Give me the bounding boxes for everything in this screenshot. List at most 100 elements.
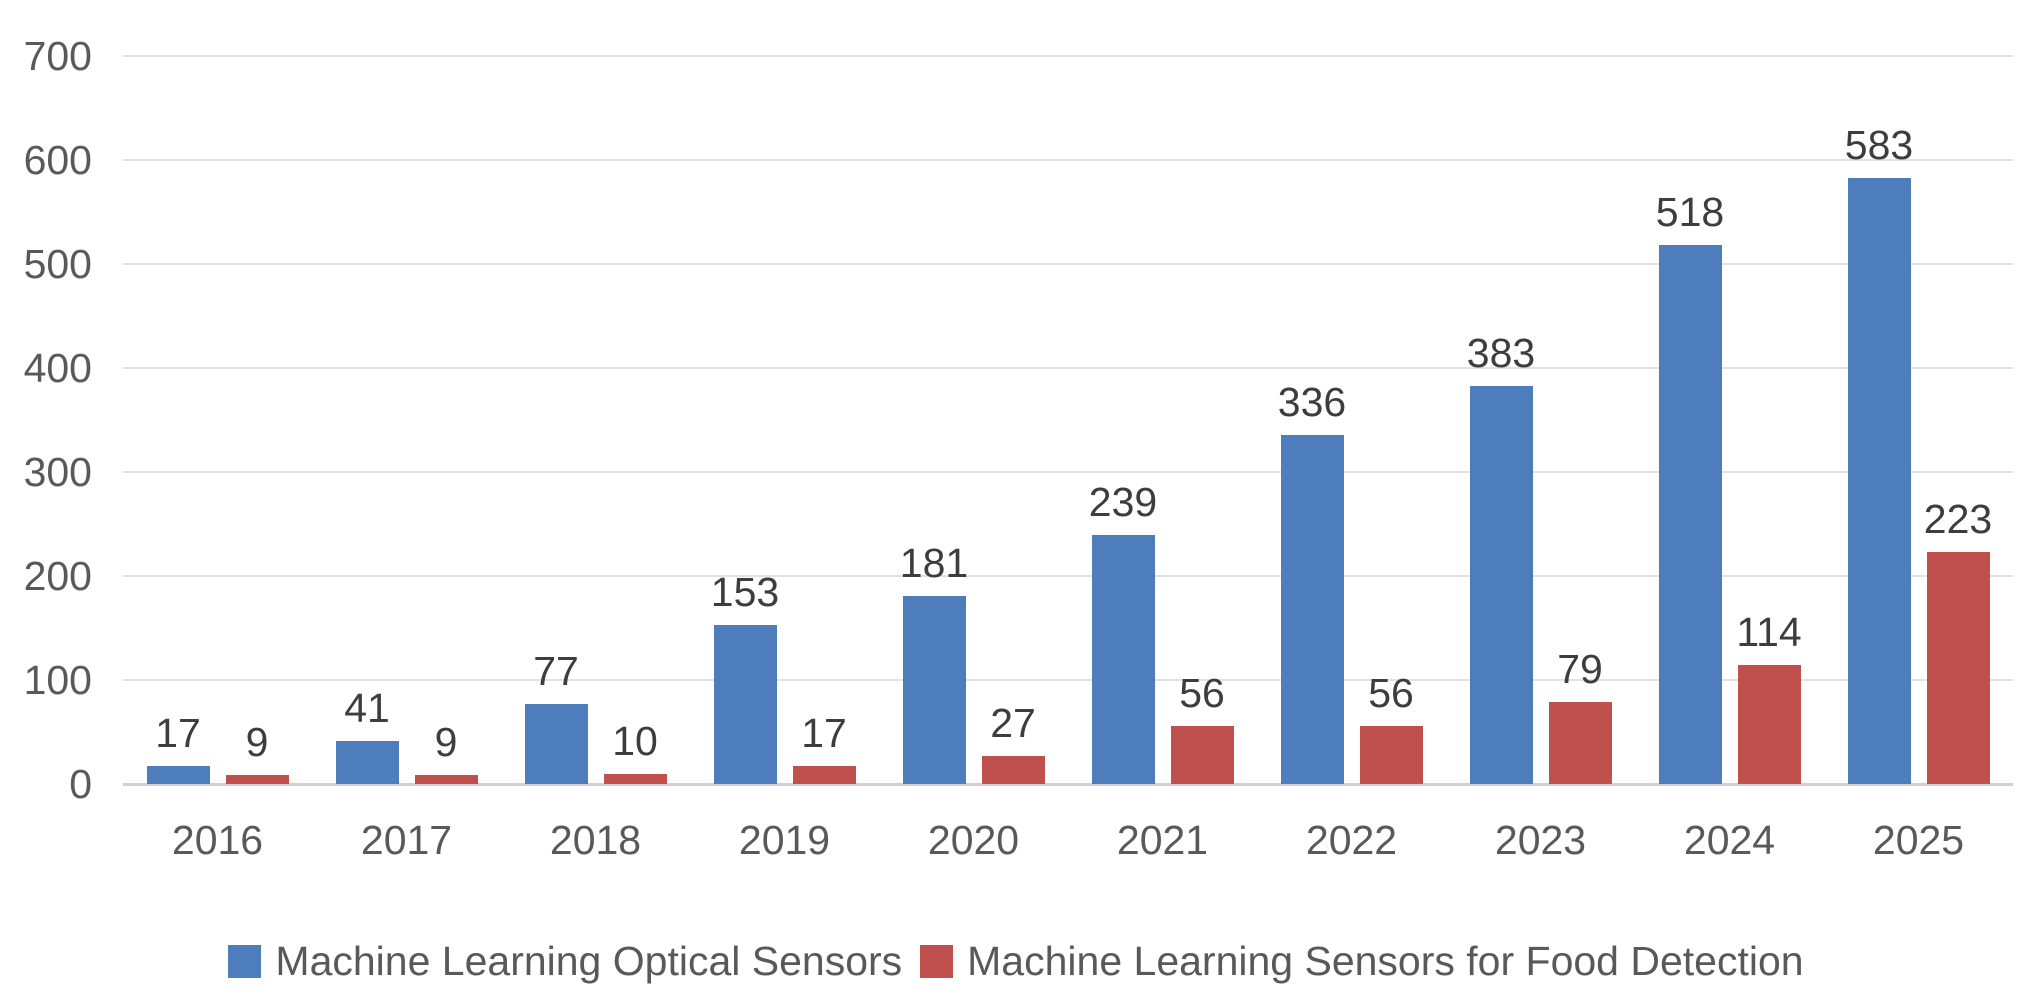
bar-food-2025 <box>1926 552 1990 784</box>
bar-label-food-2025: 223 <box>1923 496 1993 543</box>
x-tick-2020: 2020 <box>927 817 1020 863</box>
bar-group-2017: 41 9 <box>312 56 501 784</box>
bar-food-2020 <box>981 755 1045 784</box>
bar-optical-2024 <box>1658 245 1722 784</box>
bar-column-food-2024: 114 <box>1736 609 1802 784</box>
bar-food-2023 <box>1548 701 1612 784</box>
bar-food-2021 <box>1170 725 1234 784</box>
legend: Machine Learning Optical Sensors Machine … <box>0 930 2032 992</box>
legend-item-food: Machine Learning Sensors for Food Detect… <box>920 936 1804 986</box>
bar-label-food-2020: 27 <box>990 699 1036 746</box>
y-tick-label-300: 300 <box>23 449 92 495</box>
bar-column-food-2017: 9 <box>414 718 478 784</box>
bar-column-optical-2025: 583 <box>1844 121 1914 784</box>
x-tick-2019: 2019 <box>738 817 831 863</box>
bar-label-optical-2024: 518 <box>1655 189 1725 236</box>
bar-food-2016 <box>225 774 289 784</box>
x-tick-2021: 2021 <box>1116 817 1209 863</box>
bar-column-optical-2019: 153 <box>710 568 780 784</box>
bar-group-2022: 336 56 <box>1257 56 1446 784</box>
y-tick-label-700: 700 <box>23 33 92 79</box>
plot-area: 17 9 41 9 77 10 153 17 181 27 239 56 336 56 383 79 518 11… <box>123 55 2013 786</box>
gridline-0 <box>123 783 2013 786</box>
bar-label-optical-2019: 153 <box>710 568 780 615</box>
gridline-200 <box>123 575 2013 577</box>
x-tick-2024: 2024 <box>1683 817 1776 863</box>
bar-optical-2025 <box>1847 177 1911 784</box>
bar-column-food-2020: 27 <box>981 699 1045 784</box>
x-tick-2025: 2025 <box>1872 817 1965 863</box>
bar-group-2018: 77 10 <box>501 56 690 784</box>
bar-column-optical-2018: 77 <box>524 647 588 784</box>
bar-label-optical-2021: 239 <box>1088 479 1158 526</box>
x-tick-2022: 2022 <box>1305 817 1398 863</box>
bar-group-2019: 153 17 <box>690 56 879 784</box>
bar-group-2020: 181 27 <box>879 56 1068 784</box>
legend-swatch-food <box>920 944 954 978</box>
bar-group-2016: 17 9 <box>123 56 312 784</box>
bars-layer: 17 9 41 9 77 10 153 17 181 27 239 56 336 56 383 79 518 11… <box>123 56 2013 784</box>
bar-column-optical-2021: 239 <box>1088 479 1158 784</box>
legend-label-food: Machine Learning Sensors for Food Detect… <box>967 938 1804 984</box>
bar-food-2019 <box>792 766 856 784</box>
bar-food-2018 <box>603 773 667 784</box>
bar-optical-2017 <box>335 741 399 784</box>
bar-label-food-2024: 114 <box>1736 609 1802 656</box>
x-tick-2017: 2017 <box>360 817 453 863</box>
bar-label-optical-2025: 583 <box>1844 121 1914 168</box>
gridline-100 <box>123 679 2013 681</box>
bar-label-optical-2020: 181 <box>899 539 969 586</box>
bar-column-food-2023: 79 <box>1548 645 1612 784</box>
bar-label-optical-2023: 383 <box>1466 329 1536 376</box>
bar-label-food-2019: 17 <box>801 710 847 757</box>
gridline-500 <box>123 263 2013 265</box>
bar-optical-2022 <box>1280 434 1344 784</box>
x-tick-2018: 2018 <box>549 817 642 863</box>
gridline-300 <box>123 471 2013 473</box>
bar-group-2021: 239 56 <box>1068 56 1257 784</box>
bar-optical-2023 <box>1469 385 1533 784</box>
bar-column-food-2019: 17 <box>792 710 856 784</box>
bar-column-optical-2022: 336 <box>1277 378 1347 784</box>
gridline-400 <box>123 367 2013 369</box>
bar-column-optical-2023: 383 <box>1466 329 1536 784</box>
bar-food-2022 <box>1359 725 1423 784</box>
y-tick-label-600: 600 <box>23 137 92 183</box>
bar-label-optical-2016: 17 <box>155 710 201 757</box>
x-tick-2023: 2023 <box>1494 817 1587 863</box>
legend-swatch-optical <box>228 944 262 978</box>
x-axis: 2016 2017 2018 2019 2020 2021 2022 2023 2024 2025 <box>123 812 2013 868</box>
bar-column-optical-2017: 41 <box>335 685 399 784</box>
bar-label-optical-2018: 77 <box>533 647 579 694</box>
y-tick-label-400: 400 <box>23 345 92 391</box>
bar-label-food-2017: 9 <box>434 718 458 765</box>
bar-optical-2020 <box>902 595 966 784</box>
bar-food-2024 <box>1737 665 1801 784</box>
bar-label-food-2021: 56 <box>1179 669 1225 716</box>
legend-item-optical: Machine Learning Optical Sensors <box>228 936 902 986</box>
bar-column-optical-2016: 17 <box>146 710 210 784</box>
bar-label-food-2022: 56 <box>1368 669 1414 716</box>
bar-label-optical-2017: 41 <box>344 685 390 732</box>
y-tick-label-200: 200 <box>23 553 92 599</box>
bar-optical-2019 <box>713 624 777 784</box>
bar-column-food-2021: 56 <box>1170 669 1234 784</box>
gridline-700 <box>123 55 2013 57</box>
bar-label-food-2023: 79 <box>1557 645 1603 692</box>
bar-label-food-2018: 10 <box>612 717 658 764</box>
bar-food-2017 <box>414 774 478 784</box>
bar-optical-2018 <box>524 703 588 784</box>
bar-optical-2021 <box>1091 535 1155 784</box>
bar-column-food-2016: 9 <box>225 718 289 784</box>
bar-label-optical-2022: 336 <box>1277 378 1347 425</box>
bar-column-optical-2024: 518 <box>1655 189 1725 784</box>
legend-label-optical: Machine Learning Optical Sensors <box>275 938 903 984</box>
y-tick-label-0: 0 <box>69 761 92 807</box>
bar-label-food-2016: 9 <box>245 718 269 765</box>
gridline-600 <box>123 159 2013 161</box>
x-tick-2016: 2016 <box>171 817 264 863</box>
bar-group-2023: 383 79 <box>1446 56 1635 784</box>
bar-column-food-2022: 56 <box>1359 669 1423 784</box>
bar-group-2025: 583 223 <box>1824 56 2013 784</box>
